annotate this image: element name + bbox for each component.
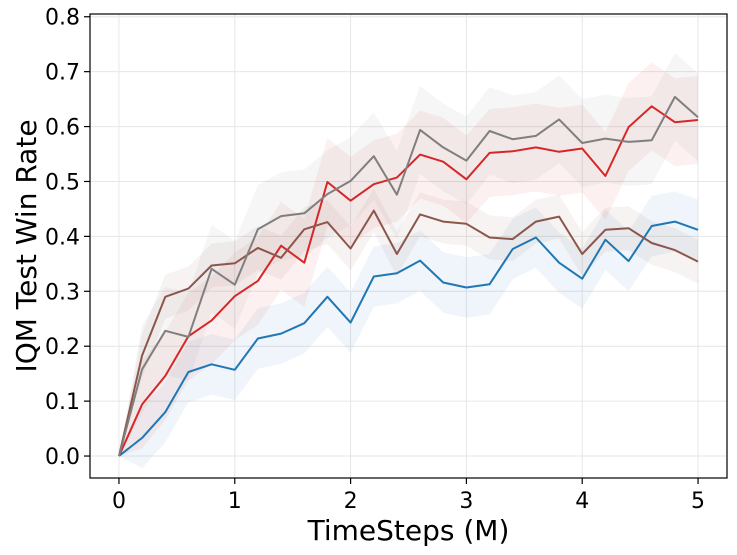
series-1-band <box>119 191 698 469</box>
axis-ticks <box>84 16 699 484</box>
y-tick-label: 0.5 <box>45 170 80 195</box>
y-tick-label: 0.0 <box>45 445 80 470</box>
y-tick-label: 0.4 <box>45 225 80 250</box>
x-tick-labels: 0 1 2 3 4 5 <box>112 489 705 514</box>
y-tick-label: 0.6 <box>45 116 80 141</box>
series-1-line <box>118 220 699 457</box>
x-tick-label: 4 <box>575 489 589 514</box>
gridlines <box>90 14 727 478</box>
series-2-band <box>119 62 698 457</box>
confidence-bands <box>119 53 698 469</box>
y-tick-label: 0.2 <box>45 335 80 360</box>
x-tick-label: 3 <box>459 489 473 514</box>
series-3-line <box>118 209 699 457</box>
plot-frame <box>89 13 728 479</box>
series-4-line <box>118 95 699 457</box>
x-tick-label: 1 <box>228 489 242 514</box>
series-3-band <box>119 188 698 456</box>
series-4-band <box>119 53 698 456</box>
y-tick-labels: 0.0 0.1 0.2 0.3 0.4 0.5 0.6 0.7 0.8 <box>45 6 80 470</box>
x-tick-label: 2 <box>344 489 358 514</box>
series-2-line <box>118 105 699 457</box>
x-tick-label: 5 <box>691 489 705 514</box>
y-tick-label: 0.1 <box>45 390 80 415</box>
y-tick-label: 0.3 <box>45 280 80 305</box>
x-tick-label: 0 <box>112 489 126 514</box>
series-lines <box>118 95 699 457</box>
x-axis-label: TimeSteps (M) <box>307 514 510 547</box>
y-tick-label: 0.7 <box>45 61 80 86</box>
y-axis-label: IQM Test Win Rate <box>10 119 43 372</box>
y-tick-label: 0.8 <box>45 6 80 31</box>
